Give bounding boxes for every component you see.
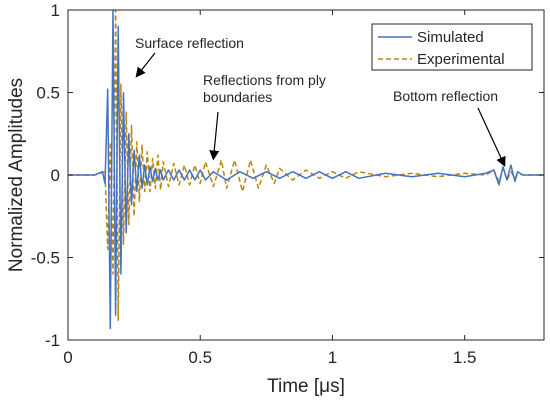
annotation-label: Surface reflection bbox=[135, 35, 244, 51]
legend-box bbox=[371, 23, 533, 71]
y-tick-label: 1 bbox=[51, 1, 60, 20]
series-lines bbox=[68, 10, 544, 330]
x-tick-label: 0.5 bbox=[188, 348, 212, 367]
legend-label-simulated: Simulated bbox=[417, 29, 484, 46]
annotation-arrow bbox=[209, 111, 220, 161]
y-tick-label: 0.5 bbox=[36, 84, 60, 103]
x-tick-label: 0 bbox=[63, 348, 72, 367]
y-tick-label: 0 bbox=[51, 166, 60, 185]
legend-label-experimental: Experimental bbox=[417, 51, 505, 68]
x-tick-label: 1 bbox=[328, 348, 337, 367]
y-tick-label: -1 bbox=[45, 331, 60, 350]
annotation-label: Reflections from ply boundaries bbox=[203, 72, 326, 105]
annotation-label: Bottom reflection bbox=[393, 88, 498, 104]
series-line-simulated bbox=[68, 10, 544, 330]
annotation-arrow bbox=[477, 107, 506, 167]
x-axis-label: Time [μs] bbox=[267, 376, 345, 397]
y-axis-label: Normalized Amplitudes bbox=[6, 78, 27, 272]
annotations: Surface reflection Reflections from ply bo… bbox=[135, 35, 506, 167]
axis-ticks: 0 0.5 1 1.5 -1 -0.5 0 0.5 1 bbox=[31, 1, 544, 367]
legend: Simulated Experimental bbox=[371, 23, 533, 71]
x-tick-label: 1.5 bbox=[453, 348, 477, 367]
y-tick-label: -0.5 bbox=[31, 249, 60, 268]
annotation-arrow bbox=[135, 52, 156, 78]
